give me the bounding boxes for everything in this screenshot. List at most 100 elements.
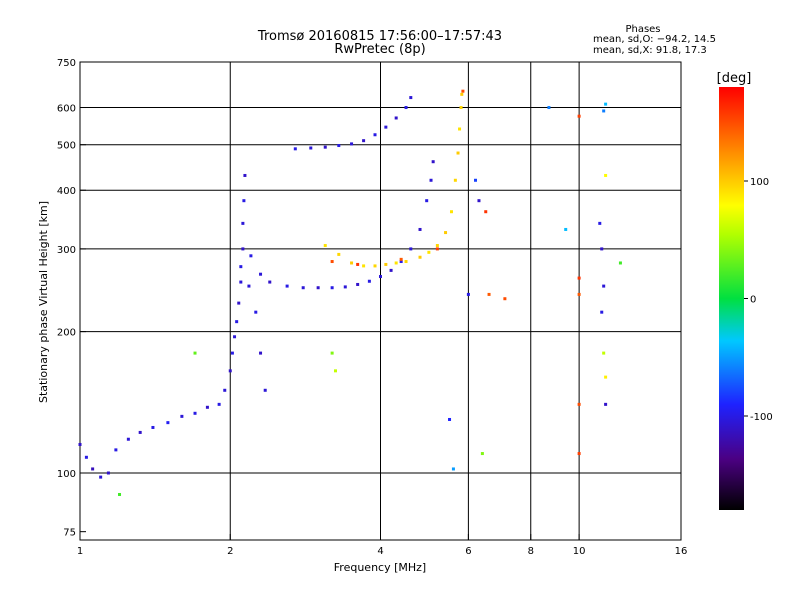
y-tick-label: 100: [57, 469, 76, 480]
data-point: [91, 467, 95, 471]
data-point: [230, 351, 234, 355]
data-point: [233, 335, 237, 339]
data-point: [106, 471, 110, 475]
legend-x-line: mean, sd,X: 91.8, 17.3: [593, 45, 707, 56]
data-point: [435, 244, 439, 248]
data-point: [239, 265, 243, 269]
data-point: [309, 146, 313, 150]
data-point: [293, 147, 297, 151]
data-point: [330, 286, 334, 290]
data-point: [577, 114, 581, 118]
colorbar-tick-label: 0: [750, 295, 756, 306]
data-point: [333, 369, 337, 373]
data-point: [247, 284, 251, 288]
x-tick-label: 16: [675, 546, 688, 557]
data-point: [151, 425, 155, 429]
data-point: [99, 475, 103, 479]
data-point: [235, 320, 239, 324]
data-point: [459, 106, 463, 110]
data-point: [431, 160, 435, 164]
data-point: [604, 173, 608, 177]
data-point: [503, 297, 507, 301]
data-point: [373, 133, 377, 137]
x-tick-label: 6: [465, 546, 471, 557]
data-point: [259, 272, 263, 276]
data-point: [602, 109, 606, 113]
y-tick-label: 750: [57, 58, 76, 69]
data-point: [456, 151, 460, 155]
data-point: [138, 430, 142, 434]
data-point: [78, 442, 82, 446]
data-point: [425, 199, 429, 203]
data-point: [604, 402, 608, 406]
data-point: [577, 292, 581, 296]
data-point: [435, 247, 439, 251]
data-point: [193, 351, 197, 355]
data-point: [427, 250, 431, 254]
data-point: [323, 244, 327, 248]
colorbar-tick-label: -100: [750, 412, 773, 423]
data-point: [356, 262, 360, 266]
data-point: [379, 275, 382, 279]
chart-title: Tromsø 20160815 17:56:00–17:57:43: [257, 29, 502, 44]
x-tick-label: 4: [377, 546, 383, 557]
data-point: [239, 280, 243, 284]
data-point: [301, 286, 305, 290]
data-point: [180, 414, 184, 418]
data-point: [394, 261, 398, 265]
data-point: [356, 282, 360, 286]
data-point: [600, 310, 604, 314]
colorbar-tick-label: 100: [750, 177, 769, 188]
data-point: [337, 144, 341, 148]
data-point: [241, 247, 245, 251]
colorbar-ticks: 100 0 -100: [744, 177, 773, 423]
x-tick-label: 8: [528, 546, 534, 557]
data-point: [394, 116, 398, 120]
data-point: [404, 260, 408, 264]
colorbar-label: [deg]: [717, 71, 752, 86]
data-point: [466, 292, 470, 296]
data-point: [193, 411, 197, 415]
data-point: [223, 388, 227, 392]
data-point: [367, 279, 371, 283]
data-point: [254, 310, 258, 314]
legend-title: Phases: [625, 24, 660, 35]
data-point: [228, 369, 232, 373]
data-point: [114, 448, 118, 452]
data-point: [217, 402, 221, 406]
data-point: [473, 178, 477, 182]
data-point: [484, 210, 488, 214]
data-point: [399, 257, 403, 261]
data-point: [343, 285, 347, 289]
data-point: [316, 286, 320, 290]
data-point: [350, 142, 354, 146]
data-point: [458, 127, 462, 131]
data-point: [449, 210, 453, 214]
data-point: [480, 452, 484, 456]
data-point: [399, 260, 403, 264]
data-point: [429, 178, 433, 182]
y-tick-label: 400: [57, 186, 76, 197]
data-point: [118, 492, 122, 496]
x-tick-label: 10: [573, 546, 586, 557]
data-point: [323, 145, 327, 149]
data-point: [166, 421, 170, 425]
data-point: [448, 417, 452, 421]
x-tick-label: 2: [227, 546, 233, 557]
data-point: [362, 264, 366, 268]
data-point: [237, 301, 241, 305]
x-axis-label: Frequency [MHz]: [334, 561, 426, 574]
legend-o-line: mean, sd,O: −94.2, 14.5: [593, 34, 716, 45]
data-point: [242, 199, 246, 203]
data-point: [263, 388, 267, 392]
data-point: [350, 261, 354, 265]
data-point: [362, 139, 366, 143]
data-point: [461, 89, 465, 93]
data-point: [330, 260, 334, 264]
data-point: [444, 231, 448, 235]
y-tick-label: 75: [63, 528, 76, 539]
data-point: [126, 437, 130, 441]
data-point: [477, 199, 481, 203]
data-point: [564, 227, 568, 231]
